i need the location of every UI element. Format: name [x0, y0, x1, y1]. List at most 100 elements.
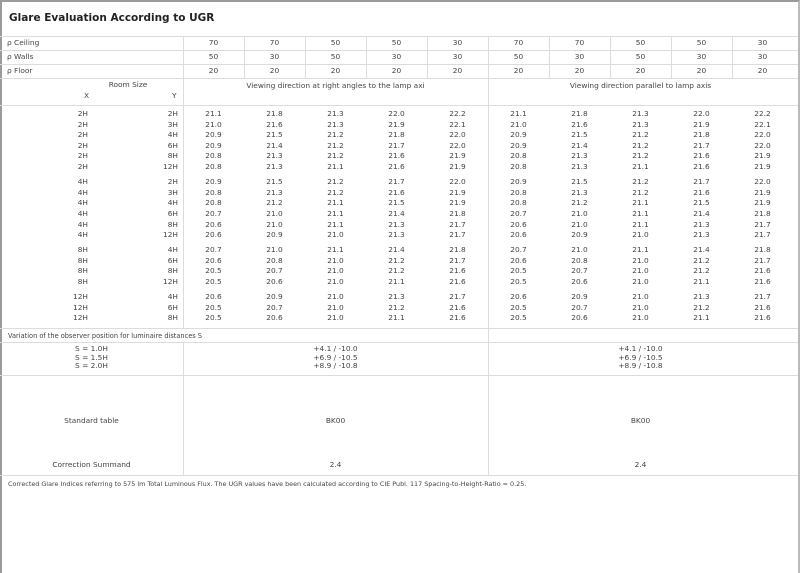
reflectance-label: ρ Floor [7, 66, 33, 75]
room-x: 4H [77, 198, 88, 208]
reflectance-value: 30 [757, 52, 768, 61]
ugr-value-parallel: 20.8 [510, 198, 527, 208]
ugr-value-parallel: 21.0 [632, 230, 649, 240]
ugr-value-perpendicular: 21.6 [449, 266, 466, 276]
reflectance-value: 20 [696, 66, 707, 75]
ugr-value-parallel: 21.7 [754, 292, 771, 302]
ugr-value-perpendicular: 21.5 [266, 130, 283, 140]
ugr-value-parallel: 20.6 [571, 277, 588, 286]
ugr-value-parallel: 22.0 [754, 130, 771, 140]
room-y: 3H [167, 187, 178, 197]
ugr-value-parallel: 20.9 [510, 140, 527, 150]
ugr-value-parallel: 22.0 [693, 109, 710, 118]
ugr-value-perpendicular: 21.2 [327, 140, 344, 150]
ugr-value-perpendicular: 20.7 [205, 245, 222, 255]
reflectance-value: 50 [635, 38, 646, 47]
ugr-value-perpendicular: 22.0 [449, 130, 466, 140]
ugr-value-perpendicular: 20.8 [205, 187, 222, 197]
ugr-value-perpendicular: 21.4 [388, 208, 405, 218]
grid-line [305, 36, 306, 78]
ugr-value-parallel: 21.6 [754, 313, 771, 323]
grid-line [0, 36, 798, 37]
ugr-value-perpendicular: 21.9 [449, 187, 466, 197]
ugr-value-perpendicular: 21.6 [449, 313, 466, 323]
room-x: 2H [77, 119, 88, 129]
grid-line [671, 36, 672, 78]
ugr-value-parallel: 21.9 [693, 119, 710, 129]
reflectance-value: 50 [330, 38, 341, 47]
room-y: 4H [167, 198, 178, 208]
ugr-value-parallel: 21.0 [632, 302, 649, 312]
ugr-value-perpendicular: 20.5 [205, 277, 222, 286]
ugr-value-parallel: 20.6 [510, 219, 527, 229]
variation-s: S = 1.0H [75, 344, 108, 353]
ugr-value-parallel: 21.0 [632, 313, 649, 323]
ugr-value-parallel: 21.1 [693, 313, 710, 323]
variation-s: S = 2.0H [75, 361, 108, 370]
correction-parallel: 2.4 [634, 460, 647, 469]
ugr-value-perpendicular: 20.7 [205, 208, 222, 218]
reflectance-value: 70 [208, 38, 219, 47]
room-x: 8H [77, 266, 88, 276]
ugr-value-parallel: 21.2 [571, 198, 588, 208]
room-x: 2H [77, 162, 88, 171]
reflectance-value: 70 [513, 38, 524, 47]
correction-perpendicular: 2.4 [329, 460, 342, 469]
ugr-value-perpendicular: 22.0 [449, 177, 466, 187]
ugr-value-parallel: 21.3 [693, 219, 710, 229]
ugr-value-parallel: 21.6 [693, 187, 710, 197]
ugr-value-perpendicular: 21.4 [266, 140, 283, 150]
ugr-value-perpendicular: 21.3 [388, 219, 405, 229]
ugr-value-parallel: 20.9 [510, 130, 527, 140]
ugr-value-parallel: 21.0 [632, 292, 649, 302]
ugr-value-perpendicular: 21.0 [327, 230, 344, 240]
reflectance-value: 50 [391, 38, 402, 47]
ugr-value-perpendicular: 21.6 [388, 151, 405, 161]
y-label: Y [172, 91, 177, 100]
ugr-value-perpendicular: 20.5 [205, 313, 222, 323]
ugr-value-parallel: 21.4 [693, 208, 710, 218]
ugr-value-perpendicular: 21.7 [449, 255, 466, 265]
room-y: 8H [167, 266, 178, 276]
ugr-value-perpendicular: 21.8 [388, 130, 405, 140]
ugr-value-perpendicular: 21.2 [327, 130, 344, 140]
ugr-value-perpendicular: 20.7 [266, 266, 283, 276]
ugr-value-perpendicular: 20.9 [266, 292, 283, 302]
ugr-value-perpendicular: 21.1 [388, 313, 405, 323]
ugr-value-perpendicular: 21.8 [449, 208, 466, 218]
reflectance-value: 20 [391, 66, 402, 75]
reflectance-label: ρ Ceiling [7, 38, 40, 47]
room-y: 2H [167, 177, 178, 187]
ugr-value-perpendicular: 21.1 [327, 245, 344, 255]
ugr-value-perpendicular: 21.7 [388, 177, 405, 187]
ugr-value-perpendicular: 21.9 [449, 162, 466, 171]
ugr-value-perpendicular: 21.0 [327, 255, 344, 265]
room-x: 8H [77, 245, 88, 255]
ugr-value-perpendicular: 21.5 [266, 177, 283, 187]
ugr-value-perpendicular: 21.1 [388, 277, 405, 286]
ugr-value-parallel: 21.0 [571, 208, 588, 218]
ugr-value-parallel: 20.5 [510, 277, 527, 286]
ugr-value-perpendicular: 21.0 [327, 266, 344, 276]
correction-label: Correction Summand [52, 460, 131, 469]
ugr-value-perpendicular: 22.2 [449, 109, 466, 118]
room-x: 4H [77, 219, 88, 229]
reflectance-value: 20 [208, 66, 219, 75]
ugr-value-perpendicular: 20.9 [266, 230, 283, 240]
perpendicular-header: Viewing direction at right angles to the… [246, 81, 425, 90]
variation-perpendicular: +8.9 / -10.8 [313, 361, 358, 370]
grid-line [549, 36, 550, 78]
ugr-value-parallel: 21.3 [693, 230, 710, 240]
x-label: X [84, 91, 90, 100]
room-x: 8H [77, 255, 88, 265]
ugr-value-parallel: 20.9 [510, 177, 527, 187]
room-size-label: Room Size [88, 80, 168, 90]
room-size-text: Room Size [108, 80, 148, 89]
ugr-value-parallel: 21.2 [693, 302, 710, 312]
room-y: 8H [167, 313, 178, 323]
ugr-value-parallel: 21.0 [571, 245, 588, 255]
ugr-value-perpendicular: 20.9 [205, 130, 222, 140]
ugr-value-parallel: 21.8 [571, 109, 588, 118]
ugr-value-parallel: 21.3 [632, 119, 649, 129]
ugr-value-perpendicular: 20.8 [205, 151, 222, 161]
